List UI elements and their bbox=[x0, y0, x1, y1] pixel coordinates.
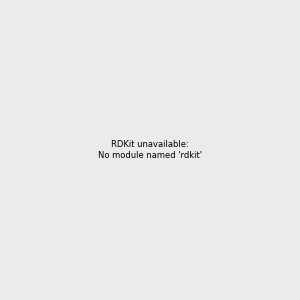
Text: RDKit unavailable:
No module named 'rdkit': RDKit unavailable: No module named 'rdki… bbox=[98, 140, 202, 160]
